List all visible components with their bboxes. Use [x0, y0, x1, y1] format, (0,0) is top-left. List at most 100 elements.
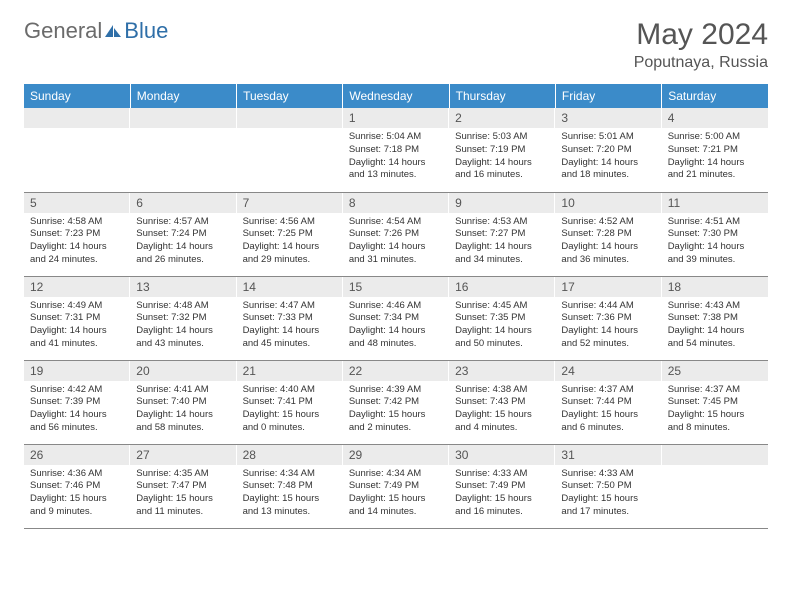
day-number: 3: [555, 108, 661, 128]
day-details: Sunrise: 4:36 AMSunset: 7:46 PMDaylight:…: [24, 465, 130, 523]
day-number: 14: [237, 277, 343, 297]
calendar-day-cell: 21Sunrise: 4:40 AMSunset: 7:41 PMDayligh…: [237, 360, 343, 444]
day-details: Sunrise: 4:35 AMSunset: 7:47 PMDaylight:…: [130, 465, 236, 523]
day-details: Sunrise: 5:03 AMSunset: 7:19 PMDaylight:…: [449, 128, 555, 186]
weekday-header: Thursday: [449, 84, 555, 108]
day-number: 9: [449, 193, 555, 213]
day-number: 23: [449, 361, 555, 381]
day-details: Sunrise: 4:42 AMSunset: 7:39 PMDaylight:…: [24, 381, 130, 439]
day-number: 11: [662, 193, 768, 213]
calendar-day-cell: 13Sunrise: 4:48 AMSunset: 7:32 PMDayligh…: [130, 276, 236, 360]
day-number: 26: [24, 445, 130, 465]
day-details: Sunrise: 4:33 AMSunset: 7:49 PMDaylight:…: [449, 465, 555, 523]
calendar-day-cell: 24Sunrise: 4:37 AMSunset: 7:44 PMDayligh…: [555, 360, 661, 444]
day-details: Sunrise: 4:43 AMSunset: 7:38 PMDaylight:…: [662, 297, 768, 355]
day-number: 19: [24, 361, 130, 381]
calendar-week-row: 1Sunrise: 5:04 AMSunset: 7:18 PMDaylight…: [24, 108, 768, 192]
calendar-day-cell: 15Sunrise: 4:46 AMSunset: 7:34 PMDayligh…: [343, 276, 449, 360]
weekday-header: Saturday: [662, 84, 768, 108]
calendar-week-row: 26Sunrise: 4:36 AMSunset: 7:46 PMDayligh…: [24, 444, 768, 528]
calendar-week-row: 5Sunrise: 4:58 AMSunset: 7:23 PMDaylight…: [24, 192, 768, 276]
calendar-day-cell: 14Sunrise: 4:47 AMSunset: 7:33 PMDayligh…: [237, 276, 343, 360]
day-details: Sunrise: 4:34 AMSunset: 7:48 PMDaylight:…: [237, 465, 343, 523]
day-details: Sunrise: 4:41 AMSunset: 7:40 PMDaylight:…: [130, 381, 236, 439]
day-details: Sunrise: 4:48 AMSunset: 7:32 PMDaylight:…: [130, 297, 236, 355]
calendar-day-cell: 7Sunrise: 4:56 AMSunset: 7:25 PMDaylight…: [237, 192, 343, 276]
calendar-empty-cell: [130, 108, 236, 192]
day-number: 12: [24, 277, 130, 297]
day-details: Sunrise: 4:37 AMSunset: 7:45 PMDaylight:…: [662, 381, 768, 439]
calendar-day-cell: 12Sunrise: 4:49 AMSunset: 7:31 PMDayligh…: [24, 276, 130, 360]
calendar-day-cell: 25Sunrise: 4:37 AMSunset: 7:45 PMDayligh…: [662, 360, 768, 444]
calendar-day-cell: 16Sunrise: 4:45 AMSunset: 7:35 PMDayligh…: [449, 276, 555, 360]
calendar-week-row: 12Sunrise: 4:49 AMSunset: 7:31 PMDayligh…: [24, 276, 768, 360]
day-number: 17: [555, 277, 661, 297]
calendar-day-cell: 31Sunrise: 4:33 AMSunset: 7:50 PMDayligh…: [555, 444, 661, 528]
day-details: Sunrise: 4:39 AMSunset: 7:42 PMDaylight:…: [343, 381, 449, 439]
calendar-day-cell: 9Sunrise: 4:53 AMSunset: 7:27 PMDaylight…: [449, 192, 555, 276]
day-details: Sunrise: 4:51 AMSunset: 7:30 PMDaylight:…: [662, 213, 768, 271]
day-details: Sunrise: 4:54 AMSunset: 7:26 PMDaylight:…: [343, 213, 449, 271]
day-number: 1: [343, 108, 449, 128]
day-details: Sunrise: 4:53 AMSunset: 7:27 PMDaylight:…: [449, 213, 555, 271]
calendar-day-cell: 20Sunrise: 4:41 AMSunset: 7:40 PMDayligh…: [130, 360, 236, 444]
day-number: 13: [130, 277, 236, 297]
calendar-day-cell: 30Sunrise: 4:33 AMSunset: 7:49 PMDayligh…: [449, 444, 555, 528]
calendar-day-cell: 4Sunrise: 5:00 AMSunset: 7:21 PMDaylight…: [662, 108, 768, 192]
weekday-header: Wednesday: [343, 84, 449, 108]
day-details: Sunrise: 4:57 AMSunset: 7:24 PMDaylight:…: [130, 213, 236, 271]
weekday-header: Friday: [555, 84, 661, 108]
day-details: Sunrise: 4:37 AMSunset: 7:44 PMDaylight:…: [555, 381, 661, 439]
calendar-day-cell: 18Sunrise: 4:43 AMSunset: 7:38 PMDayligh…: [662, 276, 768, 360]
calendar-week-row: 19Sunrise: 4:42 AMSunset: 7:39 PMDayligh…: [24, 360, 768, 444]
day-number: 29: [343, 445, 449, 465]
day-number: 8: [343, 193, 449, 213]
day-details: Sunrise: 4:47 AMSunset: 7:33 PMDaylight:…: [237, 297, 343, 355]
day-number: 4: [662, 108, 768, 128]
day-number: 6: [130, 193, 236, 213]
day-details: Sunrise: 4:33 AMSunset: 7:50 PMDaylight:…: [555, 465, 661, 523]
day-number: 20: [130, 361, 236, 381]
logo-text-blue: Blue: [124, 18, 168, 44]
calendar-day-cell: 29Sunrise: 4:34 AMSunset: 7:49 PMDayligh…: [343, 444, 449, 528]
calendar-day-cell: 1Sunrise: 5:04 AMSunset: 7:18 PMDaylight…: [343, 108, 449, 192]
month-year: May 2024: [634, 18, 768, 52]
day-details: Sunrise: 4:38 AMSunset: 7:43 PMDaylight:…: [449, 381, 555, 439]
day-details: Sunrise: 5:01 AMSunset: 7:20 PMDaylight:…: [555, 128, 661, 186]
day-details: Sunrise: 4:45 AMSunset: 7:35 PMDaylight:…: [449, 297, 555, 355]
day-details: Sunrise: 5:04 AMSunset: 7:18 PMDaylight:…: [343, 128, 449, 186]
day-number: 30: [449, 445, 555, 465]
calendar-empty-cell: [237, 108, 343, 192]
logo-sail-icon: [104, 24, 122, 38]
day-number: 15: [343, 277, 449, 297]
calendar-day-cell: 19Sunrise: 4:42 AMSunset: 7:39 PMDayligh…: [24, 360, 130, 444]
title-block: May 2024 Poputnaya, Russia: [634, 18, 768, 72]
logo-text-general: General: [24, 18, 102, 44]
calendar-day-cell: 6Sunrise: 4:57 AMSunset: 7:24 PMDaylight…: [130, 192, 236, 276]
location: Poputnaya, Russia: [634, 54, 768, 72]
calendar-day-cell: 22Sunrise: 4:39 AMSunset: 7:42 PMDayligh…: [343, 360, 449, 444]
calendar-day-cell: 3Sunrise: 5:01 AMSunset: 7:20 PMDaylight…: [555, 108, 661, 192]
calendar-day-cell: 8Sunrise: 4:54 AMSunset: 7:26 PMDaylight…: [343, 192, 449, 276]
day-number: 7: [237, 193, 343, 213]
day-number: 24: [555, 361, 661, 381]
day-number: 5: [24, 193, 130, 213]
day-number: 21: [237, 361, 343, 381]
day-number: 10: [555, 193, 661, 213]
calendar-empty-cell: [24, 108, 130, 192]
calendar-day-cell: 5Sunrise: 4:58 AMSunset: 7:23 PMDaylight…: [24, 192, 130, 276]
day-number: 31: [555, 445, 661, 465]
day-number: 2: [449, 108, 555, 128]
calendar-day-cell: 2Sunrise: 5:03 AMSunset: 7:19 PMDaylight…: [449, 108, 555, 192]
day-number: 18: [662, 277, 768, 297]
weekday-header: Tuesday: [237, 84, 343, 108]
calendar-table: SundayMondayTuesdayWednesdayThursdayFrid…: [24, 84, 768, 529]
day-number: 27: [130, 445, 236, 465]
calendar-day-cell: 27Sunrise: 4:35 AMSunset: 7:47 PMDayligh…: [130, 444, 236, 528]
calendar-day-cell: 17Sunrise: 4:44 AMSunset: 7:36 PMDayligh…: [555, 276, 661, 360]
day-details: Sunrise: 4:52 AMSunset: 7:28 PMDaylight:…: [555, 213, 661, 271]
weekday-header-row: SundayMondayTuesdayWednesdayThursdayFrid…: [24, 84, 768, 108]
calendar-day-cell: 28Sunrise: 4:34 AMSunset: 7:48 PMDayligh…: [237, 444, 343, 528]
calendar-day-cell: 10Sunrise: 4:52 AMSunset: 7:28 PMDayligh…: [555, 192, 661, 276]
day-details: Sunrise: 4:40 AMSunset: 7:41 PMDaylight:…: [237, 381, 343, 439]
